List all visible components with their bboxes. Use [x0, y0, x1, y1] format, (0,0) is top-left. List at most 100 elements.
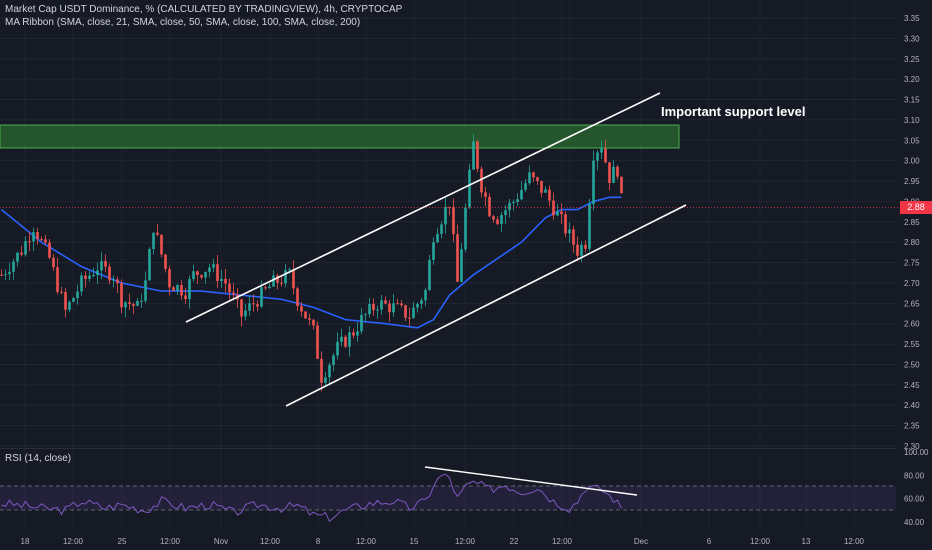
candle-body: [268, 286, 271, 289]
price-tick-label: 2.50: [904, 360, 920, 369]
candle-body: [256, 304, 259, 307]
candle-body: [96, 270, 99, 276]
candle-body: [540, 180, 543, 193]
rsi-divergence-trendline[interactable]: [424, 466, 638, 496]
candle-body: [92, 275, 95, 277]
candle-body: [280, 282, 283, 284]
channel-lower-trendline[interactable]: [285, 204, 687, 407]
candle-body: [576, 244, 579, 256]
candle-body: [224, 278, 227, 284]
candle-body: [204, 271, 207, 278]
candle-body: [516, 199, 519, 203]
candle-body: [56, 267, 59, 292]
time-tick-label: 18: [21, 537, 30, 546]
candle-body: [148, 249, 151, 281]
candle-body: [360, 314, 363, 332]
candle-body: [572, 229, 575, 245]
candle-body: [544, 189, 547, 193]
candle-body: [252, 303, 255, 305]
candle-body: [108, 266, 111, 281]
candle-body: [580, 244, 583, 256]
last-price-badge: 2.88: [900, 201, 932, 214]
candle-body: [180, 285, 183, 296]
time-tick-label: 8: [316, 537, 321, 546]
candle-body: [388, 303, 391, 313]
candle-body: [416, 303, 419, 308]
candle-body: [528, 172, 531, 184]
price-tick-label: 2.30: [904, 442, 920, 451]
candle-body: [4, 274, 7, 276]
candle-body: [432, 242, 435, 260]
time-tick-label: 12:00: [260, 537, 281, 546]
candle-body: [220, 278, 223, 281]
candle-body: [612, 166, 615, 183]
candle-body: [368, 303, 371, 315]
price-tick-label: 2.65: [904, 299, 920, 308]
price-tick-label: 3.25: [904, 55, 920, 64]
candle-body: [160, 234, 163, 255]
candle-body: [496, 219, 499, 225]
price-tick-label: 2.60: [904, 320, 920, 329]
candle-body: [64, 291, 67, 310]
candle-body: [444, 206, 447, 225]
candle-body: [60, 291, 63, 293]
ma-line: [0, 196, 622, 329]
candle-body: [468, 169, 471, 208]
time-tick-label: 12:00: [455, 537, 476, 546]
candle-body: [620, 176, 623, 194]
candle-body: [192, 271, 195, 280]
candle-body: [376, 309, 379, 311]
candle-body: [112, 279, 115, 281]
candle-body: [616, 166, 619, 177]
candle-body: [492, 216, 495, 220]
candle-body: [228, 283, 231, 293]
candle-body: [196, 271, 199, 276]
candle-body: [276, 275, 279, 283]
candle-body: [552, 200, 555, 216]
candle-body: [12, 261, 15, 272]
candle-body: [188, 279, 191, 300]
candle-body: [440, 224, 443, 234]
price-axis[interactable]: 3.353.303.253.203.153.103.053.002.952.90…: [904, 14, 920, 451]
candle-body: [52, 257, 55, 268]
candle-body: [504, 210, 507, 216]
channel-upper-trendline[interactable]: [185, 92, 661, 323]
candle-body: [344, 336, 347, 347]
candle-body: [380, 300, 383, 310]
price-tick-label: 2.70: [904, 279, 920, 288]
rsi-legend: RSI (14, close): [5, 453, 72, 464]
candle-body: [152, 232, 155, 250]
candle-body: [244, 310, 247, 317]
time-tick-label: Nov: [214, 537, 228, 546]
candle-body: [208, 267, 211, 272]
price-tick-label: 3.10: [904, 116, 920, 125]
candle-body: [508, 202, 511, 211]
candle-body: [88, 275, 91, 279]
candle-body: [172, 287, 175, 291]
candle-body: [168, 268, 171, 288]
support-zone: [0, 124, 680, 149]
rsi-axis[interactable]: 100.00 80.00 60.00 40.00: [904, 448, 929, 527]
candle-body: [124, 302, 127, 308]
candle-body: [20, 252, 23, 255]
time-tick-label: 12:00: [160, 537, 181, 546]
candle-body: [476, 141, 479, 169]
candle-body: [320, 358, 323, 383]
candle-body: [312, 319, 315, 326]
candle-body: [588, 204, 591, 249]
rsi-tick-label: 60.00: [904, 495, 925, 504]
candle-body: [44, 239, 47, 243]
time-tick-label: 12:00: [552, 537, 573, 546]
time-tick-label: Dec: [634, 537, 648, 546]
candle-body: [428, 259, 431, 290]
price-tick-label: 2.95: [904, 177, 920, 186]
candle-body: [596, 152, 599, 161]
candle-body: [556, 211, 559, 216]
time-axis[interactable]: 18 12:00 25 12:00 Nov 12:00 8 12:00 15 12:00 22 12:…: [21, 537, 865, 546]
candle-body: [448, 206, 451, 208]
price-tick-label: 2.85: [904, 218, 920, 227]
rsi-line: [1, 473, 622, 523]
price-tick-label: 3.20: [904, 75, 920, 84]
